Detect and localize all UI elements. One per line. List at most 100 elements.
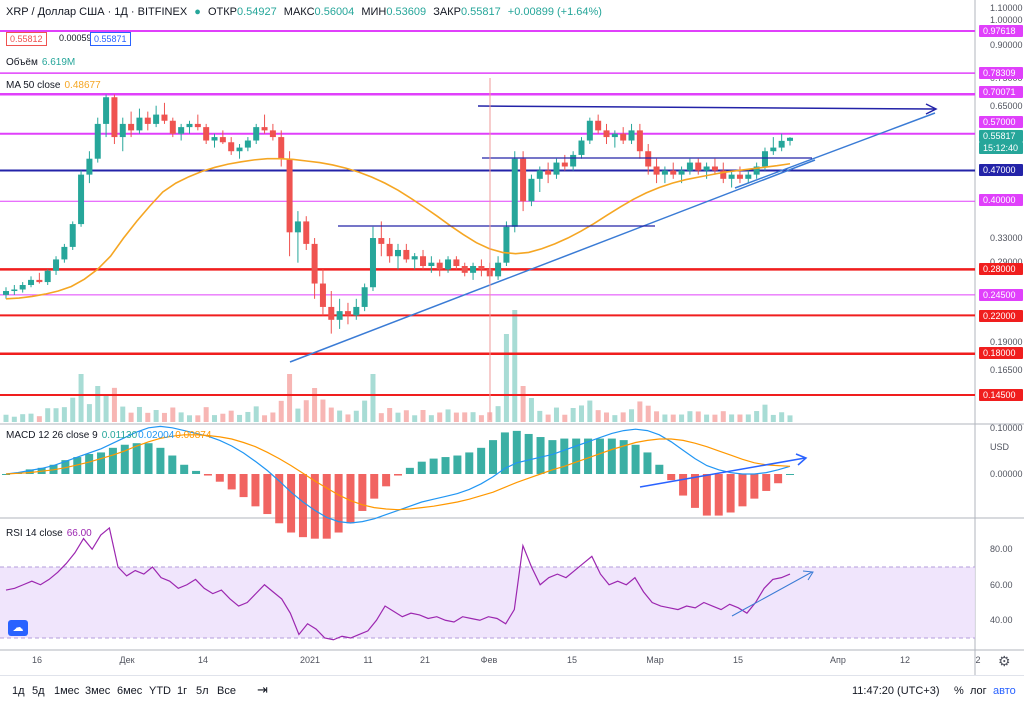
candle-body [119, 123, 126, 138]
volume-label[interactable]: Объём [6, 57, 38, 68]
rsi-legend: RSI 14 close 66.00 [6, 528, 96, 539]
volume-bar [186, 415, 192, 422]
volume-bar [578, 405, 584, 422]
auto-toggle[interactable]: авто [993, 685, 1016, 697]
rsi-trend-arrow[interactable] [731, 571, 813, 617]
axes: 1.100001.000000.900000.750000.650000.330… [32, 3, 1023, 665]
tf-ytd[interactable]: YTD [149, 685, 171, 697]
tf-3m[interactable]: 3мес [85, 685, 111, 697]
candle-body [136, 117, 143, 131]
candle-body [153, 114, 160, 124]
tf-1m[interactable]: 1мес [54, 685, 80, 697]
ask-button[interactable]: 0.55871 [90, 32, 131, 46]
candle-body [770, 147, 777, 152]
tf-5d[interactable]: 5д [32, 685, 45, 697]
macd-histogram-bar [655, 464, 664, 474]
close-value: 0.55817 [460, 6, 501, 18]
candle-body [436, 262, 443, 270]
volume-bar [495, 406, 501, 422]
macd-histogram-bar [524, 433, 533, 474]
candle-body [161, 114, 168, 121]
volume-bar [370, 374, 376, 422]
candle-body [478, 266, 485, 270]
candle-body [520, 158, 527, 202]
volume-bar [95, 386, 101, 422]
volume-bar [161, 412, 167, 422]
volume-bar [362, 400, 368, 422]
candle-body [528, 178, 535, 202]
candle-body [219, 137, 226, 143]
bottom-toolbar: 1д 5д 1мес 3мес 6мес YTD 1г 5л Все ⇥ 11:… [0, 675, 1024, 703]
log-toggle[interactable]: лог [970, 685, 987, 697]
macd-trend-arrow[interactable] [639, 457, 806, 488]
tf-all[interactable]: Все [217, 685, 236, 697]
macd-histogram-bar [382, 474, 391, 487]
candle-body [753, 166, 760, 175]
volume-bar [729, 414, 735, 422]
macd-histogram-bar [572, 438, 581, 474]
tradingview-logo-icon[interactable]: ☁ [8, 620, 28, 636]
macd-histogram-bar [548, 440, 557, 474]
volume-bar [237, 414, 243, 422]
macd-value-1: 0.01130 [101, 430, 138, 441]
rsi-arrow-head [802, 570, 814, 581]
trendline-upper[interactable] [734, 112, 936, 189]
macd-histogram-bar [619, 440, 628, 474]
volume-bar [287, 374, 293, 422]
time-tick-label: 15 [567, 655, 577, 665]
macd-histogram-bar [774, 474, 783, 484]
volume-bar [787, 415, 793, 422]
time-tick-label: 14 [198, 655, 208, 665]
volume-bar [420, 410, 426, 422]
settings-gear-icon[interactable]: ⚙ [998, 653, 1011, 669]
candle-body [645, 151, 652, 167]
percent-toggle[interactable]: % [954, 685, 964, 697]
volume-bar [595, 410, 601, 422]
macd-legend: MACD 12 26 close 9 0.011300.020040.00874 [6, 430, 215, 441]
tf-1d[interactable]: 1д [12, 685, 25, 697]
macd-histogram-bar [370, 474, 379, 499]
bid-button[interactable]: 0.55812 [6, 32, 47, 46]
volume-bar [111, 387, 117, 422]
trendline-support[interactable] [289, 159, 816, 363]
volume-bar [328, 407, 334, 422]
candle-body [636, 130, 643, 152]
volume-bar [53, 408, 59, 422]
volume-bar [295, 408, 301, 422]
clock[interactable]: 11:47:20 (UTC+3) [852, 685, 940, 697]
price-label-box [979, 130, 1023, 142]
symbol-title[interactable]: XRP / Доллар США · 1Д · BITFINEX [6, 6, 188, 18]
candle-body [278, 137, 285, 159]
macd-histogram-bar [2, 474, 10, 475]
date-range-icon[interactable]: ⇥ [257, 682, 268, 697]
macd-histogram-bar [738, 474, 747, 507]
price-label-box [979, 164, 1023, 176]
candle-body [186, 123, 193, 128]
price-tick-label: 0.29000 [990, 257, 1023, 267]
macd-histogram-bar [607, 438, 616, 474]
ma-label[interactable]: MA 50 close [6, 80, 61, 91]
macd-histogram-bar [239, 474, 248, 498]
macd-histogram-bar [489, 440, 498, 474]
candle-body [611, 133, 618, 138]
volume-bar [779, 412, 785, 422]
candle-body [395, 249, 401, 257]
resistance-ray[interactable] [477, 105, 936, 110]
candle-body [428, 262, 435, 267]
time-tick-label: 21 [420, 655, 430, 665]
volume-bar [153, 410, 159, 422]
tf-5y[interactable]: 5л [196, 685, 209, 697]
macd-histogram-bar [73, 457, 82, 474]
tf-1y[interactable]: 1г [177, 685, 188, 697]
rsi-label[interactable]: RSI 14 close [6, 528, 63, 539]
tf-6m[interactable]: 6мес [117, 685, 143, 697]
volume-bar [437, 412, 443, 422]
volume-bar [570, 408, 576, 422]
candle-body [545, 170, 552, 175]
volume-bar [512, 310, 518, 422]
candle-body [578, 140, 585, 155]
macd-histogram-bar [263, 474, 272, 515]
macd-label[interactable]: MACD 12 26 close 9 [6, 430, 98, 441]
rsi-tick-label: 40.00 [990, 615, 1013, 625]
